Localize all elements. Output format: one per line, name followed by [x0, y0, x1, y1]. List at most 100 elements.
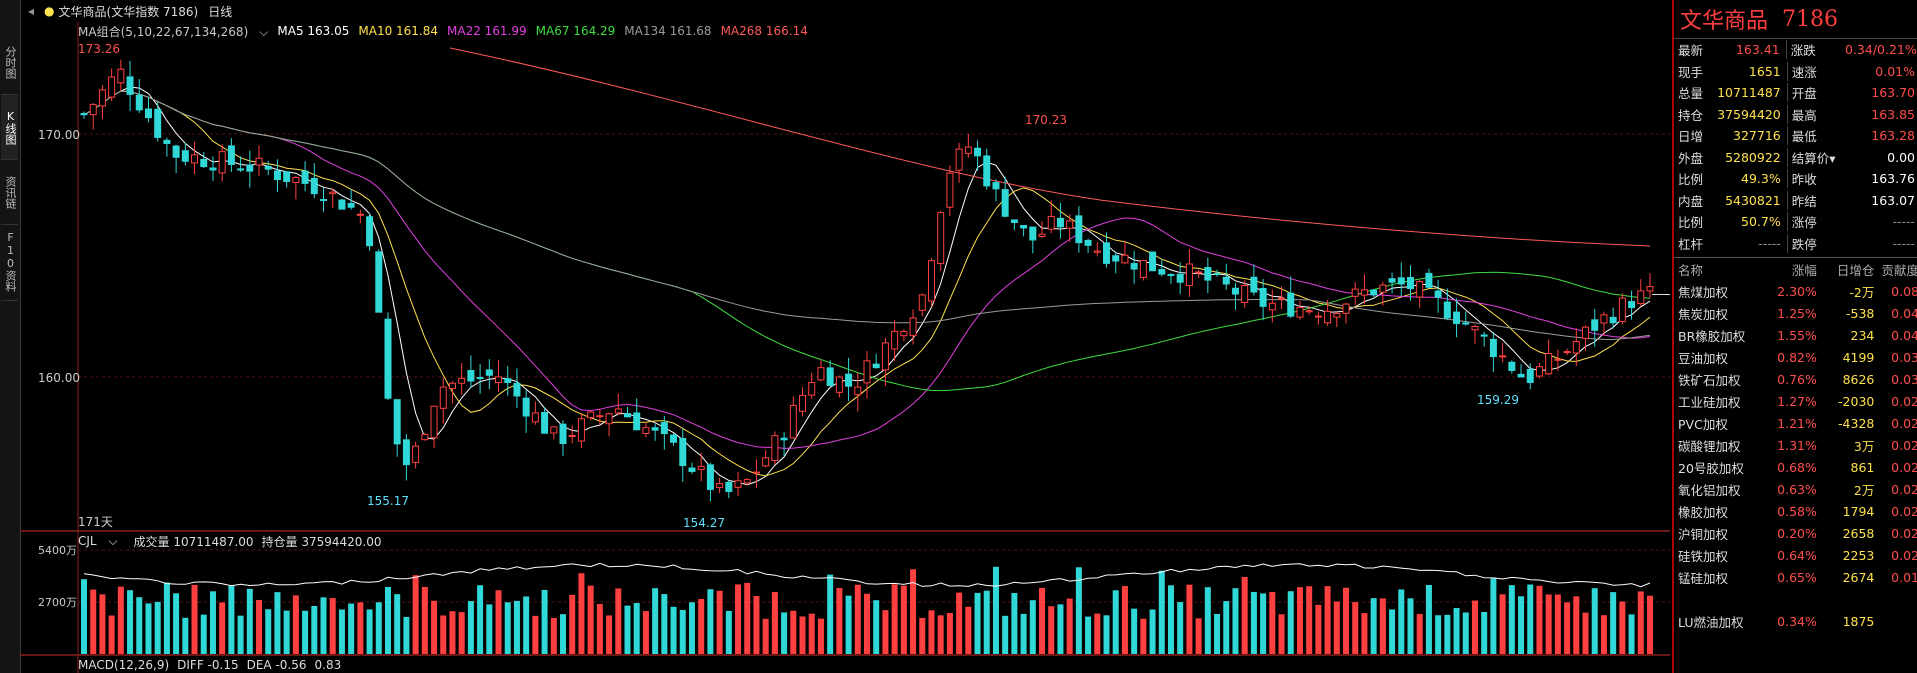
volume-bar [1158, 570, 1165, 654]
candle-body [476, 377, 484, 380]
candle-body [191, 154, 199, 164]
candle-body [568, 435, 576, 438]
candle-body [1499, 355, 1507, 358]
candle-body [596, 415, 604, 418]
quote-value: 163.76 [1871, 171, 1915, 187]
candle-body [1176, 273, 1184, 283]
contribution-row[interactable]: 锰硅加权 0.65% 2674 0.01 [1674, 566, 1917, 588]
candle-body [1056, 217, 1064, 228]
volume-bar [513, 600, 520, 654]
volume-indicator-label: CJL [78, 533, 97, 548]
quote-label: 总量 [1678, 86, 1704, 102]
quote-row: 杠杆 ----- 跌停 ----- [1674, 233, 1917, 255]
tab-kline[interactable]: K线图 [1, 95, 18, 160]
period-selector[interactable]: 日线 [208, 4, 233, 19]
kline-chart[interactable]: 170.00 160.00 5400万 2700万 173.26 155.17 … [0, 0, 1670, 673]
contribution-row[interactable] [1674, 588, 1917, 610]
tab-news[interactable]: 资讯链 [1, 160, 18, 225]
contrib-oi: 1794 [1842, 503, 1875, 519]
contrib-name: BR橡胶加权 [1678, 328, 1746, 344]
volume-bar [1260, 593, 1267, 654]
candle-body [964, 146, 972, 154]
contrib-oi: 234 [1850, 327, 1875, 343]
volume-bar [735, 584, 742, 654]
contribution-row[interactable]: 橡胶加权 0.58% 1794 0.02 [1674, 500, 1917, 522]
volume-indicator-select[interactable]: CJL ⌵ [78, 534, 126, 549]
candle-body [1471, 326, 1479, 331]
quote-label: 最高 [1786, 104, 1847, 124]
contribution-row[interactable]: 沪铜加权 0.20% 2658 0.02 [1674, 522, 1917, 544]
candle-body [1268, 302, 1276, 311]
candle-body [1250, 276, 1258, 293]
back-icon[interactable]: ◂ [28, 4, 35, 18]
contrib-name: 碳酸锂加权 [1678, 438, 1741, 454]
volume-bar [762, 618, 769, 654]
quote-value: 0.01% [1875, 63, 1915, 79]
contribution-row[interactable]: 焦炭加权 1.25% -538 0.04 [1674, 302, 1917, 324]
volume-bar [845, 595, 852, 654]
volume-bar [1628, 614, 1635, 654]
contrib-change: 1.25% [1777, 305, 1817, 321]
macd-indicator-select[interactable]: MACD(12,26,9) [78, 658, 170, 672]
candle-body [531, 412, 539, 423]
contribution-row[interactable]: 豆油加权 0.82% 4199 0.03 [1674, 346, 1917, 368]
col-oi-change[interactable]: 日增仓 [1836, 262, 1875, 278]
candle-body [273, 170, 281, 181]
volume-bar [919, 617, 926, 654]
candle-body [1628, 301, 1636, 309]
quote-label: 涨跌 [1785, 40, 1845, 60]
tab-f10[interactable]: F10资料 [1, 222, 18, 301]
contribution-row[interactable]: 碳酸锂加权 1.31% 3万 0.02 [1674, 434, 1917, 456]
contribution-row[interactable]: PVC加权 1.21% -4328 0.02 [1674, 412, 1917, 434]
contrib-oi: -538 [1846, 305, 1875, 321]
contribution-row[interactable]: BR橡胶加权 1.55% 234 0.04 [1674, 324, 1917, 346]
volume-bar [1131, 608, 1138, 654]
contribution-row[interactable]: 铁矿石加权 0.76% 8626 0.03 [1674, 368, 1917, 390]
volume-bar [808, 613, 815, 654]
ma-group-label[interactable]: MA组合(5,10,22,67,134,268) ⌵ [78, 23, 268, 40]
ma134-line [83, 90, 1651, 341]
col-contribution[interactable]: 贡献度 [1881, 262, 1917, 278]
volume-bar [1241, 576, 1248, 654]
contribution-row[interactable]: 硅铁加权 0.64% 2253 0.02 [1674, 544, 1917, 566]
contrib-name: 铁矿石加权 [1678, 372, 1741, 388]
col-name[interactable]: 名称 [1678, 262, 1704, 278]
tab-timeshare[interactable]: 分时图 [1, 30, 18, 95]
volume-bar [864, 593, 870, 654]
instrument-title[interactable]: 文华商品(文华指数 7186) [58, 4, 199, 19]
volume-bar [1066, 598, 1073, 654]
ma5-label: MA5 163.05 [277, 24, 350, 38]
volume-bar [1094, 613, 1101, 654]
contribution-row[interactable]: LU燃油加权 0.34% 1875 [1674, 610, 1917, 632]
candle-body [1609, 316, 1617, 324]
volume-bar [550, 618, 557, 654]
annotation-low-159: 159.29 [1477, 393, 1519, 407]
candle-body [826, 367, 834, 387]
quote-row: 比例 50.7% 涨停 ----- [1674, 211, 1917, 233]
quote-value: ----- [1758, 235, 1781, 251]
quote-value: 37594420 [1717, 106, 1781, 122]
candle-body [1351, 288, 1359, 297]
quote-label: 杠杆 [1678, 236, 1704, 252]
volume-bar [1121, 586, 1128, 654]
candle-body [430, 405, 438, 439]
contrib-name: 锰硅加权 [1678, 570, 1729, 586]
contrib-value: 0.02 [1891, 503, 1917, 519]
volume-bar [1379, 598, 1386, 654]
col-change[interactable]: 涨幅 [1791, 262, 1817, 278]
volume-bar [836, 587, 843, 654]
contribution-row[interactable]: 焦煤加权 2.30% -2万 0.08 [1674, 280, 1917, 302]
candle-body [347, 202, 355, 208]
quote-label: 比例 [1678, 172, 1704, 188]
volume-bar [1490, 578, 1497, 654]
open-interest-line [83, 562, 1651, 588]
contribution-row[interactable]: 工业硅加权 1.27% -2030 0.02 [1674, 390, 1917, 412]
contribution-row[interactable]: 20号胶加权 0.68% 861 0.02 [1674, 456, 1917, 478]
volume-bar [1425, 584, 1432, 654]
contribution-row[interactable]: 氧化铝加权 0.63% 2万 0.02 [1674, 478, 1917, 500]
candle-body [181, 150, 189, 162]
volume-bar [541, 589, 548, 654]
volume-bar [1029, 600, 1036, 654]
candle-body [845, 373, 853, 387]
volume-bar [688, 602, 695, 654]
